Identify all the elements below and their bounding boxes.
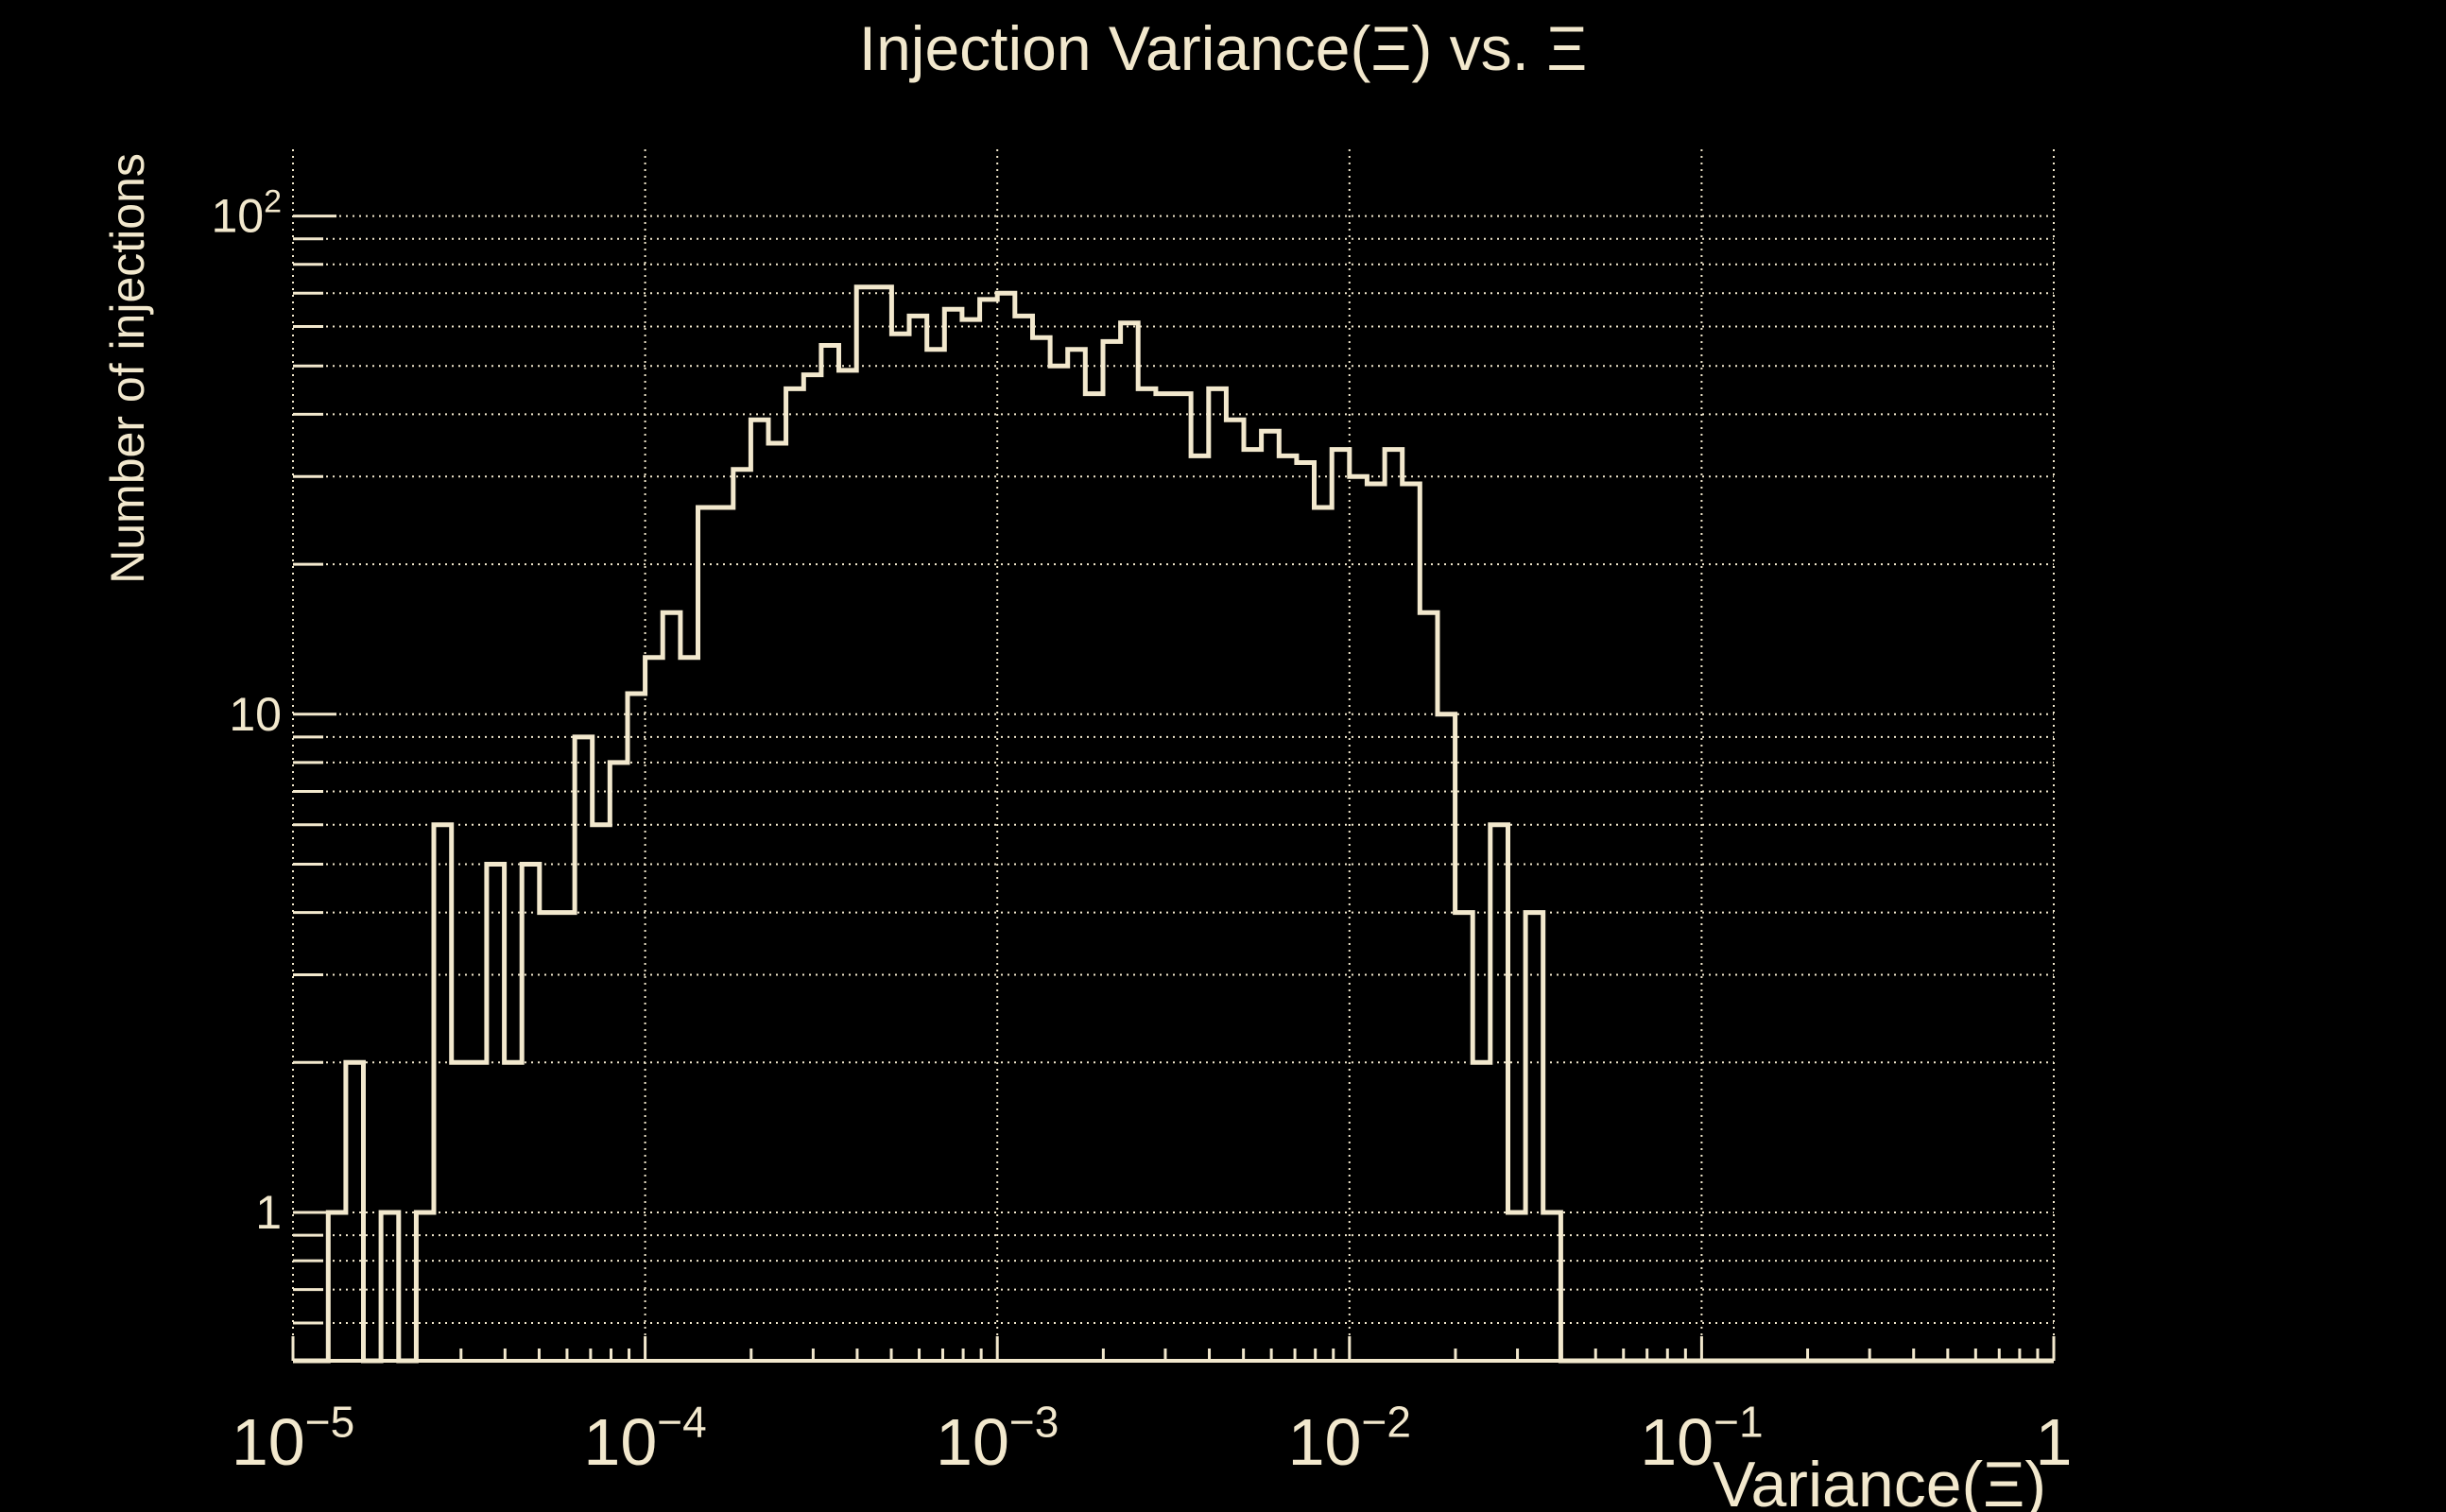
y-axis-title: Number of injections [101, 153, 154, 584]
y-tick-label: 102 [211, 184, 282, 243]
tick-layer [291, 215, 2056, 1363]
x-tick-label: 10−2 [1288, 1398, 1411, 1479]
x-axis-title: Variance(Ξ) [1713, 1449, 2046, 1512]
x-tick-label: 1 [2036, 1405, 2073, 1479]
y-tick-label: 1 [255, 1186, 282, 1239]
histogram-layer [293, 284, 2054, 1364]
x-tick-label: 10−3 [936, 1398, 1059, 1479]
grid-layer [292, 149, 2055, 1361]
y-tick-label: 10 [229, 688, 282, 741]
x-tick-label: 10−5 [232, 1398, 354, 1479]
x-tick-label: 10−1 [1640, 1398, 1763, 1479]
x-tick-label: 10−4 [583, 1398, 706, 1479]
tick-label-layer: 10−5 10−4 10−3 10−2 10−1 1 102 10 1 [211, 184, 2072, 1479]
histogram-step-line [293, 284, 2054, 1364]
chart-title: Injection Variance(Ξ) vs. Ξ [859, 13, 1588, 83]
